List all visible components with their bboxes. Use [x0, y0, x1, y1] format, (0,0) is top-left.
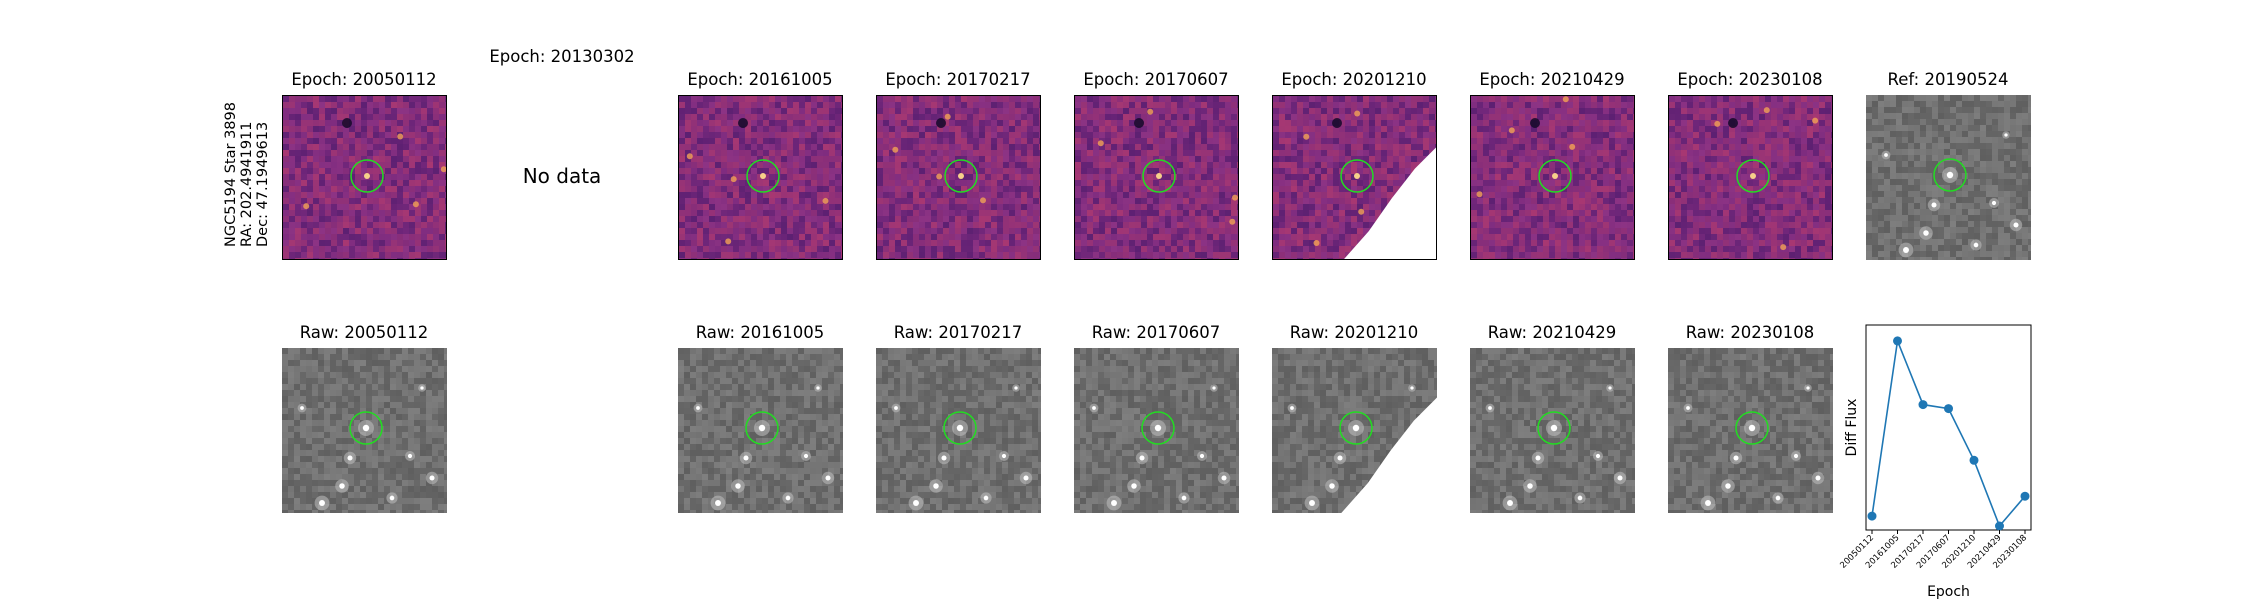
- raw-image-8: [1668, 348, 1833, 513]
- diff-image-5: [1074, 95, 1239, 260]
- raw-title-4: Raw: 20170217: [893, 323, 1023, 342]
- data-point: [1969, 455, 1979, 465]
- raw-title-6: Raw: 20201210: [1289, 323, 1419, 342]
- raw-image-4: [876, 348, 1041, 513]
- reference-image: [1866, 95, 2031, 260]
- raw-title-1: Raw: 20050112: [299, 323, 429, 342]
- no-data-label: No data: [522, 164, 602, 188]
- data-point: [1867, 511, 1877, 521]
- target-info: NGC5194 Star 3898 RA: 202.4941911 Dec: 4…: [223, 102, 271, 247]
- raw-image-5: [1074, 348, 1239, 513]
- panel-title-ref: Ref: 20190524: [1887, 70, 2009, 89]
- data-point: [1995, 521, 2004, 531]
- diff-image-7: [1470, 95, 1635, 260]
- panel-title-epoch-4: Epoch: 20170217: [885, 70, 1031, 89]
- raw-image-1: [282, 348, 447, 513]
- diff-image-8: [1668, 95, 1833, 260]
- panel-title-epoch-1: Epoch: 20050112: [291, 70, 437, 89]
- target-name: NGC5194 Star 3898: [223, 102, 239, 247]
- target-ra: RA: 202.4941911: [239, 121, 255, 247]
- series-line: [1871, 337, 2026, 528]
- diff-flux-chart: 2005011220161005201702172017060720201210…: [1838, 324, 2032, 600]
- diff-image-3: [678, 95, 843, 260]
- panel-title-epoch-8: Epoch: 20230108: [1677, 70, 1823, 89]
- data-point: [1918, 400, 1928, 410]
- data-point: [2020, 491, 2030, 501]
- raw-image-7: [1470, 348, 1635, 513]
- data-point: [1944, 404, 1953, 414]
- target-dec: Dec: 47.1949613: [255, 121, 271, 247]
- y-axis-label: Diff Flux: [1844, 399, 1860, 457]
- raw-title-3: Raw: 20161005: [695, 323, 825, 342]
- panel-title-epoch-5: Epoch: 20170607: [1083, 70, 1229, 89]
- raw-title-5: Raw: 20170607: [1091, 323, 1221, 342]
- diff-image-1: [282, 95, 447, 260]
- raw-title-8: Raw: 20230108: [1685, 323, 1815, 342]
- chart-frame: [1865, 324, 2032, 531]
- panel-title-epoch-6: Epoch: 20201210: [1281, 70, 1427, 89]
- diff-image-4: [876, 95, 1041, 260]
- panel-title-epoch-7: Epoch: 20210429: [1479, 70, 1625, 89]
- panel-title-epoch-2: Epoch: 20130302: [489, 47, 635, 66]
- diff-image-6: [1272, 95, 1437, 260]
- raw-title-7: Raw: 20210429: [1487, 323, 1617, 342]
- raw-image-3: [678, 348, 843, 513]
- x-axis-label: Epoch: [1927, 584, 1970, 600]
- data-point: [1893, 336, 1902, 346]
- panel-title-epoch-3: Epoch: 20161005: [687, 70, 833, 89]
- raw-image-6: [1272, 348, 1437, 513]
